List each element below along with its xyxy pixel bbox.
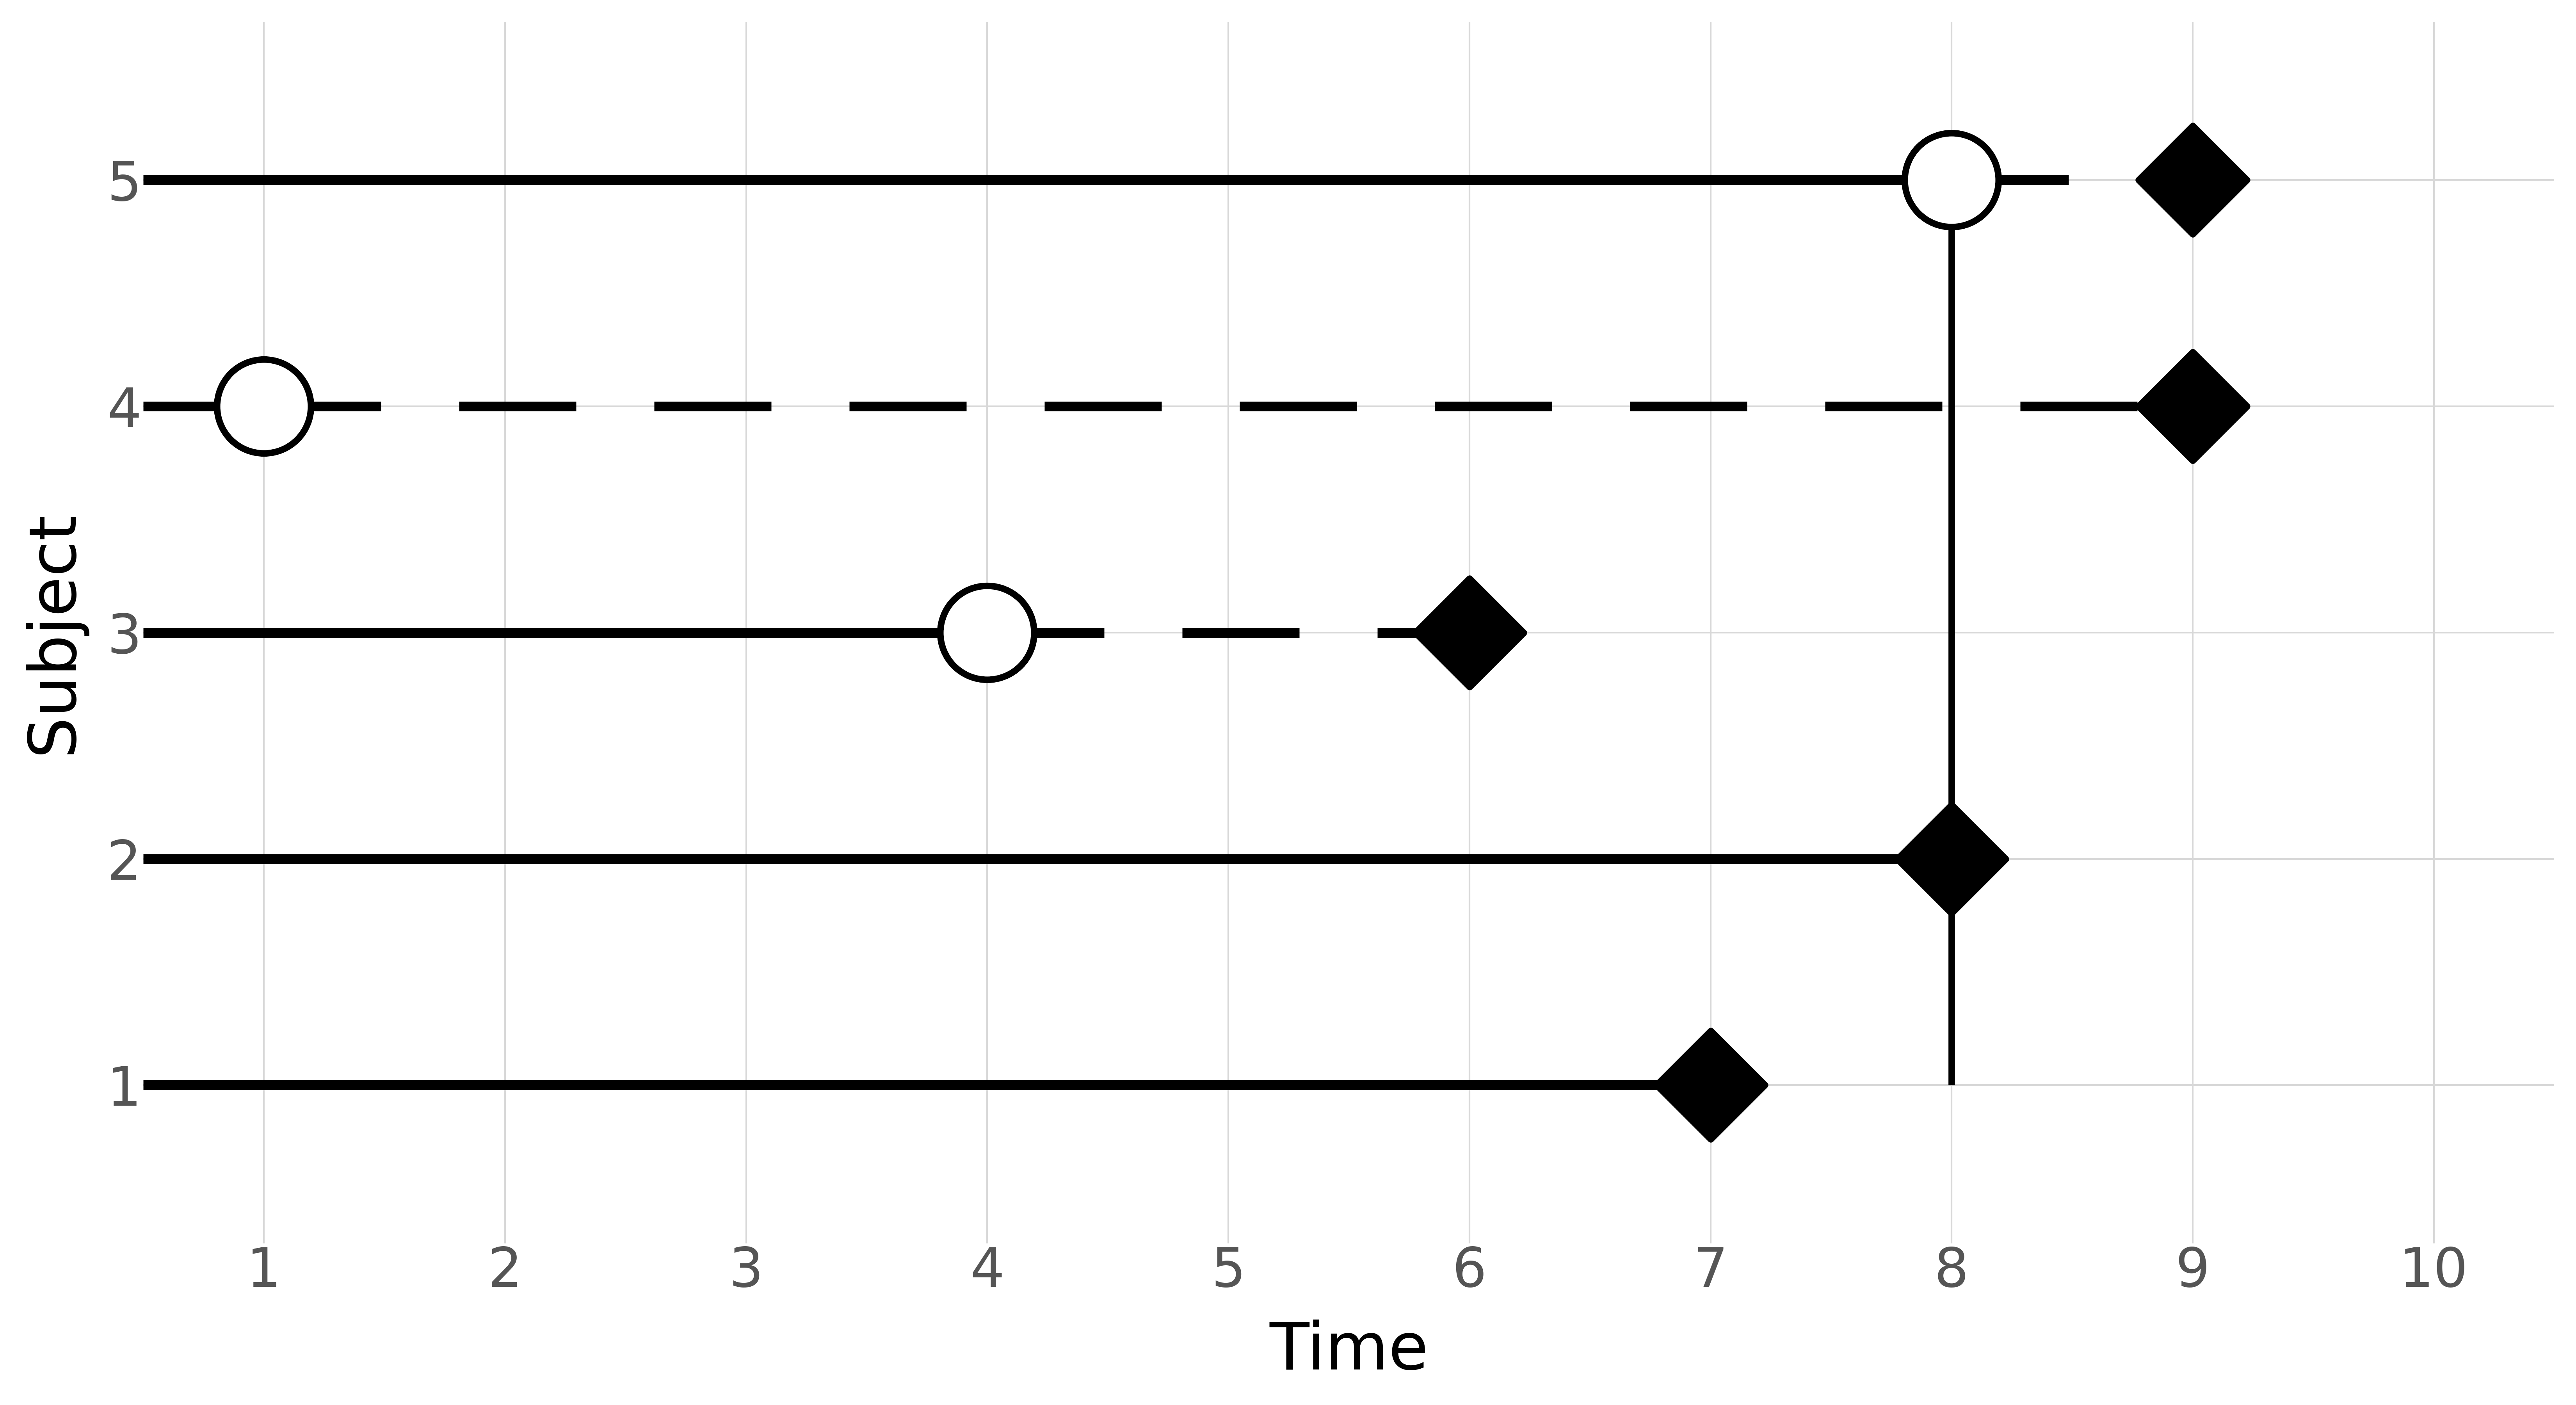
Point [966,621,1007,643]
Point [1690,1073,1731,1096]
X-axis label: Time: Time [1270,1319,1430,1384]
Point [242,395,283,417]
Point [1932,847,1973,870]
Y-axis label: Subject: Subject [21,511,85,754]
Point [2172,395,2213,417]
Point [1932,169,1973,191]
Point [2172,169,2213,191]
Point [1448,621,1489,643]
